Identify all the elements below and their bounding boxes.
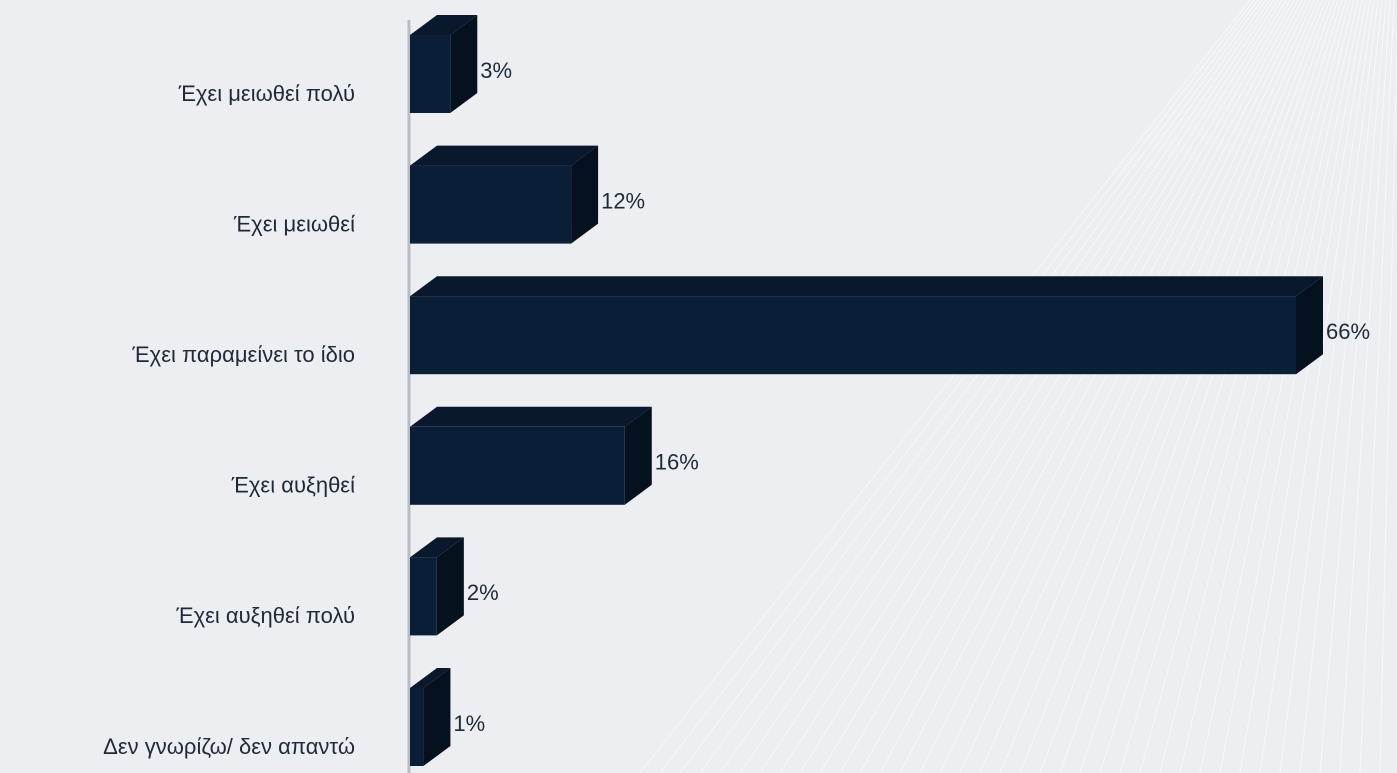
bar (410, 276, 1323, 375)
deco-line (1099, 0, 1343, 773)
deco-line (719, 0, 1267, 773)
deco-line (959, 0, 1315, 773)
deco-line (1059, 0, 1335, 773)
deco-line (1079, 0, 1339, 773)
category-label: Έχει αυξηθεί πολύ (175, 603, 355, 628)
bar-top (410, 537, 464, 558)
bar (410, 145, 599, 244)
value-label: 2% (467, 580, 499, 605)
bar-top (410, 15, 478, 35)
deco-line (659, 0, 1255, 773)
deco-line (999, 0, 1323, 773)
deco-line (779, 0, 1279, 773)
bar-side (436, 537, 464, 636)
bar-front (410, 35, 451, 113)
deco-line (1239, 0, 1371, 773)
bar (410, 668, 451, 766)
deco-line (1179, 0, 1359, 773)
deco-line (1039, 0, 1331, 773)
deco-line (859, 0, 1295, 773)
bar-top (410, 406, 652, 427)
deco-line (679, 0, 1259, 773)
bar-side (1296, 276, 1323, 375)
category-label: Έχει παραμείνει το ίδιο (131, 342, 355, 367)
value-label: 16% (655, 450, 699, 475)
category-label: Έχει μειωθεί (233, 211, 355, 236)
deco-line (1279, 0, 1379, 773)
deco-line (1319, 0, 1387, 773)
bar-front (410, 165, 572, 244)
deco-line (1299, 0, 1383, 773)
deco-line (919, 0, 1307, 773)
category-label: Έχει μειωθεί πολύ (178, 81, 355, 106)
bar-front (410, 296, 1296, 375)
deco-line (1139, 0, 1351, 773)
deco-line (879, 0, 1299, 773)
bar-front (410, 557, 437, 636)
deco-line (1019, 0, 1327, 773)
bar-side (624, 406, 652, 505)
bar-top (410, 145, 599, 166)
deco-line (1259, 0, 1375, 773)
bar (410, 406, 652, 505)
category-label: Δεν γνωρίζω/ δεν απαντώ (103, 734, 355, 759)
deco-line (899, 0, 1303, 773)
deco-line (1359, 0, 1395, 773)
deco-line (799, 0, 1283, 773)
bar (410, 537, 464, 636)
deco-line (819, 0, 1287, 773)
value-label: 3% (480, 58, 512, 83)
deco-line (1339, 0, 1391, 773)
bar-top (410, 668, 451, 688)
deco-line (1219, 0, 1367, 773)
deco-line (739, 0, 1271, 773)
bar-side (450, 15, 478, 113)
category-label: Έχει αυξηθεί (231, 473, 355, 498)
deco-line (1199, 0, 1363, 773)
bar (410, 15, 478, 113)
background-lines (639, 0, 1397, 773)
bar-front (410, 426, 625, 505)
deco-line (839, 0, 1291, 773)
bar-side (571, 145, 599, 244)
deco-line (639, 0, 1251, 773)
deco-line (1119, 0, 1347, 773)
deco-line (759, 0, 1275, 773)
deco-line (939, 0, 1311, 773)
value-label: 66% (1326, 319, 1370, 344)
deco-line (979, 0, 1319, 773)
bar-top (410, 276, 1323, 297)
bar-front (410, 688, 424, 766)
bar-side (423, 668, 451, 766)
deco-line (1379, 21, 1397, 773)
value-label: 12% (601, 188, 645, 213)
deco-line (1159, 0, 1355, 773)
deco-line (699, 0, 1263, 773)
value-label: 1% (453, 711, 485, 736)
